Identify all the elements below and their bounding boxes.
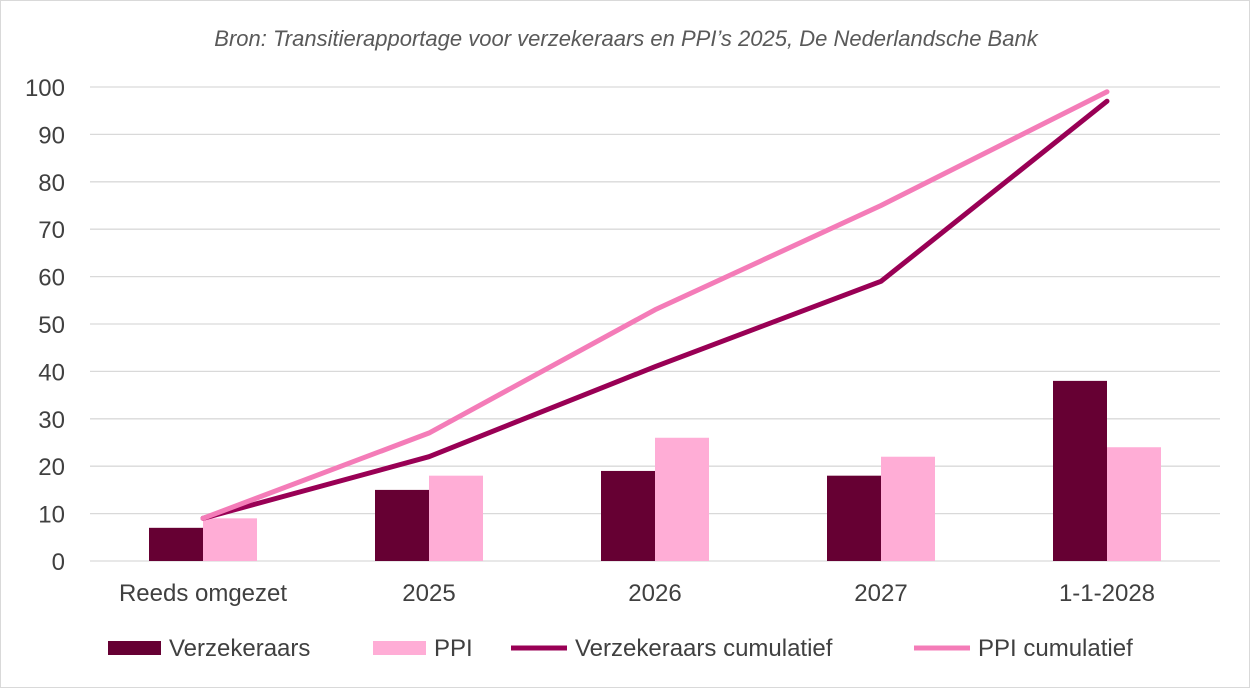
legend-label: PPI — [434, 635, 473, 662]
y-tick-label: 20 — [38, 454, 65, 481]
x-tick-label: Reeds omgezet — [119, 580, 287, 607]
line-verzekeraars-cumulatief — [200, 98, 1110, 521]
bar-ppi — [881, 456, 935, 561]
y-tick-label: 40 — [38, 359, 65, 386]
y-tick-label: 60 — [38, 265, 65, 292]
legend-label: Verzekeraars cumulatief — [575, 635, 833, 662]
legend-swatch — [373, 641, 426, 655]
legend-label: Verzekeraars — [169, 635, 310, 662]
legend: Verzekeraars PPI Verzekeraars cumulatief PP… — [108, 635, 1133, 662]
y-tick-label: 70 — [38, 217, 65, 244]
x-tick-label: 2027 — [854, 580, 907, 607]
bar-verzekeraars — [375, 489, 429, 561]
bar-verzekeraars — [827, 475, 881, 561]
y-tick-label: 0 — [52, 549, 65, 576]
bar-ppi — [655, 437, 709, 561]
legend-swatch — [108, 641, 161, 655]
lines — [200, 89, 1110, 521]
bar-verzekeraars — [1053, 380, 1107, 561]
x-axis-ticks: Reeds omgezet 2025 2026 2027 1-1-2028 — [119, 580, 1155, 607]
bar-ppi — [1107, 447, 1161, 561]
gridlines — [90, 86, 1220, 562]
bar-verzekeraars — [601, 470, 655, 561]
y-tick-label: 50 — [38, 312, 65, 339]
x-tick-label: 1-1-2028 — [1059, 580, 1155, 607]
x-tick-label: 2025 — [402, 580, 455, 607]
legend-label: PPI cumulatief — [978, 635, 1133, 662]
y-axis-ticks: 0 10 20 30 40 50 60 70 80 90 100 — [25, 75, 65, 576]
y-tick-label: 80 — [38, 170, 65, 197]
y-tick-label: 100 — [25, 75, 65, 102]
y-tick-label: 10 — [38, 502, 65, 529]
bar-ppi — [203, 518, 257, 561]
bar-ppi — [429, 475, 483, 561]
line-ppi-cumulatief — [200, 89, 1110, 521]
chart-title: Bron: Transitierapportage voor verzekera… — [214, 26, 1038, 51]
bars — [149, 380, 1161, 561]
y-tick-label: 90 — [38, 122, 65, 149]
y-tick-label: 30 — [38, 407, 65, 434]
bar-verzekeraars — [149, 527, 203, 561]
x-tick-label: 2026 — [628, 580, 681, 607]
